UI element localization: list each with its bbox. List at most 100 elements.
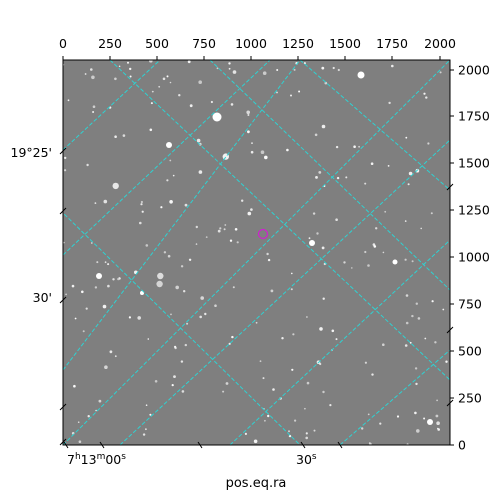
- star: [170, 313, 172, 316]
- star: [231, 335, 234, 339]
- star: [375, 227, 378, 230]
- star: [198, 170, 203, 174]
- star: [316, 232, 319, 235]
- star: [415, 382, 418, 386]
- star: [112, 278, 115, 281]
- star: [92, 105, 96, 108]
- star: [232, 70, 237, 74]
- star: [222, 390, 225, 393]
- grid-line: [63, 212, 301, 445]
- x-tick-label: 0: [59, 36, 67, 51]
- star: [104, 365, 108, 370]
- star: [384, 210, 387, 213]
- star: [416, 429, 420, 433]
- star: [343, 261, 346, 264]
- grid-line: [339, 349, 450, 445]
- plot-frame: [62, 59, 451, 446]
- star: [396, 415, 400, 418]
- star: [98, 399, 102, 403]
- x-tick-label: 250: [98, 36, 122, 51]
- star: [276, 69, 279, 71]
- star: [322, 390, 325, 394]
- star: [219, 227, 222, 230]
- star: [322, 297, 325, 300]
- grid-line: [229, 239, 450, 445]
- star: [364, 182, 367, 185]
- top-pixel-axis: 0 250 500 750 1000 1250 1500 1750 2000: [59, 36, 456, 60]
- star: [166, 75, 169, 78]
- star: [318, 171, 322, 174]
- star: [200, 296, 204, 300]
- star: [181, 390, 185, 393]
- star: [178, 94, 181, 97]
- star: [64, 169, 67, 172]
- star: [137, 316, 141, 320]
- star: [430, 212, 433, 215]
- star: [408, 171, 413, 176]
- star: [247, 114, 250, 116]
- star: [169, 81, 172, 84]
- star: [158, 85, 161, 88]
- bright-star: [140, 291, 144, 295]
- star: [290, 94, 292, 97]
- star: [149, 60, 153, 63]
- star: [436, 421, 440, 426]
- star: [270, 289, 274, 293]
- star: [434, 341, 437, 344]
- star: [411, 260, 414, 263]
- star: [241, 199, 244, 202]
- bright-star: [357, 71, 365, 79]
- bright-star: [392, 259, 398, 265]
- star: [198, 80, 202, 84]
- star: [186, 322, 189, 325]
- star: [147, 338, 150, 340]
- star: [81, 290, 84, 294]
- star: [141, 210, 144, 213]
- star: [216, 67, 219, 70]
- star: [286, 148, 289, 152]
- star: [180, 360, 184, 363]
- star: [114, 355, 117, 358]
- star: [305, 436, 309, 440]
- star: [78, 440, 82, 444]
- star: [424, 337, 427, 340]
- star: [436, 399, 438, 402]
- star: [229, 239, 233, 242]
- x-tick-label: 1750: [376, 36, 408, 51]
- star: [160, 206, 163, 209]
- y-tick-label: 0: [458, 438, 466, 453]
- star: [232, 286, 235, 289]
- star: [364, 250, 367, 254]
- star: [319, 327, 323, 331]
- star: [223, 228, 226, 231]
- star: [77, 421, 80, 424]
- star: [94, 202, 97, 205]
- star: [154, 380, 158, 383]
- star: [423, 92, 426, 95]
- star: [336, 176, 340, 180]
- star: [73, 384, 76, 388]
- star: [305, 432, 308, 435]
- star: [122, 134, 126, 137]
- star: [404, 258, 407, 261]
- star: [367, 264, 370, 267]
- star: [145, 244, 149, 247]
- star: [84, 73, 87, 75]
- star: [409, 341, 412, 344]
- star: [149, 128, 153, 132]
- star: [128, 316, 131, 319]
- star: [163, 251, 167, 254]
- star: [272, 388, 275, 391]
- star: [391, 64, 394, 68]
- star: [425, 96, 428, 99]
- star: [195, 243, 198, 245]
- star: [379, 422, 382, 425]
- star: [423, 417, 426, 420]
- star: [187, 60, 191, 64]
- star: [175, 285, 179, 290]
- star: [149, 413, 152, 416]
- star: [435, 414, 439, 418]
- x-tick-label: 2000: [424, 36, 456, 51]
- star: [183, 290, 186, 293]
- star: [247, 211, 252, 216]
